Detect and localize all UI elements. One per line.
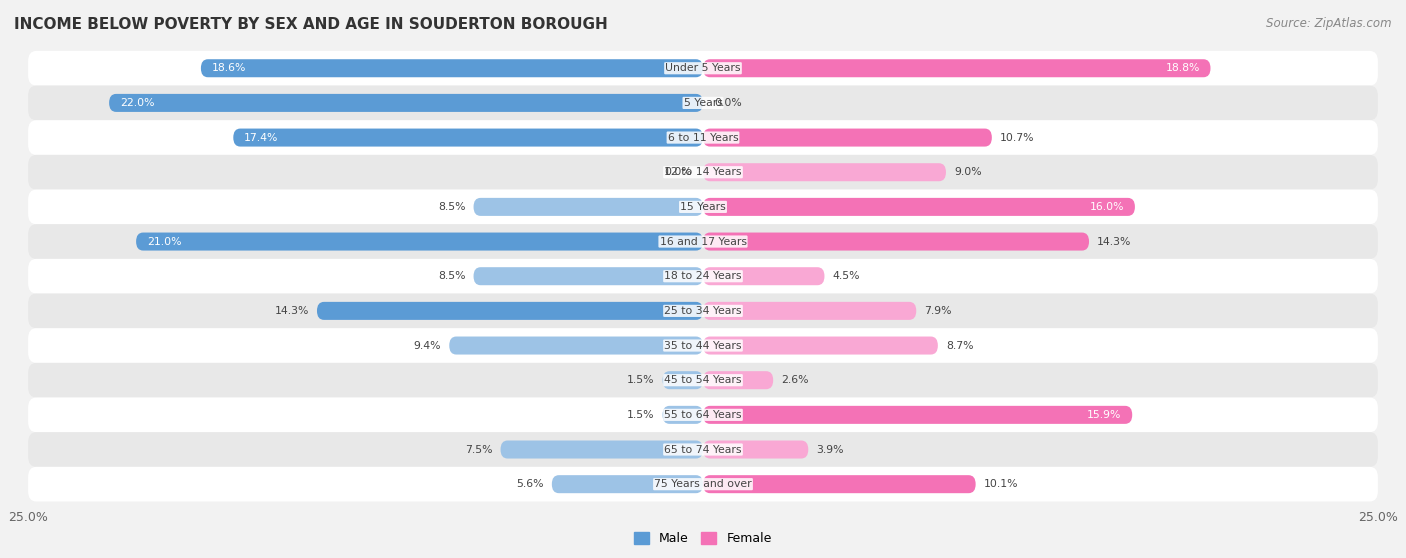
FancyBboxPatch shape bbox=[703, 406, 1132, 424]
FancyBboxPatch shape bbox=[703, 198, 1135, 216]
Text: 4.5%: 4.5% bbox=[832, 271, 860, 281]
Text: 0.0%: 0.0% bbox=[714, 98, 741, 108]
FancyBboxPatch shape bbox=[450, 336, 703, 354]
Text: 14.3%: 14.3% bbox=[1097, 237, 1132, 247]
Text: 15.9%: 15.9% bbox=[1087, 410, 1122, 420]
FancyBboxPatch shape bbox=[28, 85, 1378, 120]
FancyBboxPatch shape bbox=[703, 128, 991, 147]
FancyBboxPatch shape bbox=[201, 59, 703, 77]
Text: 25 to 34 Years: 25 to 34 Years bbox=[664, 306, 742, 316]
FancyBboxPatch shape bbox=[233, 128, 703, 147]
Text: 45 to 54 Years: 45 to 54 Years bbox=[664, 375, 742, 385]
FancyBboxPatch shape bbox=[703, 475, 976, 493]
FancyBboxPatch shape bbox=[28, 294, 1378, 328]
FancyBboxPatch shape bbox=[28, 397, 1378, 432]
FancyBboxPatch shape bbox=[662, 406, 703, 424]
FancyBboxPatch shape bbox=[703, 59, 1211, 77]
FancyBboxPatch shape bbox=[28, 155, 1378, 190]
Text: 75 Years and over: 75 Years and over bbox=[654, 479, 752, 489]
FancyBboxPatch shape bbox=[501, 440, 703, 459]
Text: 18.8%: 18.8% bbox=[1166, 63, 1199, 73]
FancyBboxPatch shape bbox=[28, 328, 1378, 363]
FancyBboxPatch shape bbox=[28, 120, 1378, 155]
FancyBboxPatch shape bbox=[136, 233, 703, 251]
FancyBboxPatch shape bbox=[703, 233, 1090, 251]
Text: 0.0%: 0.0% bbox=[665, 167, 692, 177]
Text: 9.0%: 9.0% bbox=[955, 167, 981, 177]
Text: Source: ZipAtlas.com: Source: ZipAtlas.com bbox=[1267, 17, 1392, 30]
Text: 5.6%: 5.6% bbox=[516, 479, 544, 489]
Text: 16 and 17 Years: 16 and 17 Years bbox=[659, 237, 747, 247]
Text: 65 to 74 Years: 65 to 74 Years bbox=[664, 445, 742, 455]
FancyBboxPatch shape bbox=[28, 224, 1378, 259]
FancyBboxPatch shape bbox=[316, 302, 703, 320]
Text: 18.6%: 18.6% bbox=[212, 63, 246, 73]
FancyBboxPatch shape bbox=[662, 371, 703, 389]
FancyBboxPatch shape bbox=[474, 267, 703, 285]
FancyBboxPatch shape bbox=[703, 336, 938, 354]
FancyBboxPatch shape bbox=[28, 51, 1378, 85]
FancyBboxPatch shape bbox=[28, 363, 1378, 397]
Text: 17.4%: 17.4% bbox=[245, 133, 278, 142]
Text: 22.0%: 22.0% bbox=[120, 98, 155, 108]
FancyBboxPatch shape bbox=[28, 259, 1378, 294]
Text: 7.5%: 7.5% bbox=[465, 445, 492, 455]
Text: 14.3%: 14.3% bbox=[274, 306, 309, 316]
Legend: Male, Female: Male, Female bbox=[630, 527, 776, 550]
Text: 16.0%: 16.0% bbox=[1090, 202, 1125, 212]
Text: 2.6%: 2.6% bbox=[782, 375, 808, 385]
Text: 3.9%: 3.9% bbox=[817, 445, 844, 455]
Text: 1.5%: 1.5% bbox=[627, 375, 654, 385]
Text: 5 Years: 5 Years bbox=[683, 98, 723, 108]
Text: INCOME BELOW POVERTY BY SEX AND AGE IN SOUDERTON BOROUGH: INCOME BELOW POVERTY BY SEX AND AGE IN S… bbox=[14, 17, 607, 32]
Text: 35 to 44 Years: 35 to 44 Years bbox=[664, 340, 742, 350]
Text: 10.1%: 10.1% bbox=[984, 479, 1018, 489]
Text: 15 Years: 15 Years bbox=[681, 202, 725, 212]
Text: 7.9%: 7.9% bbox=[924, 306, 952, 316]
Text: 8.5%: 8.5% bbox=[437, 271, 465, 281]
FancyBboxPatch shape bbox=[703, 267, 824, 285]
Text: 21.0%: 21.0% bbox=[146, 237, 181, 247]
FancyBboxPatch shape bbox=[28, 190, 1378, 224]
Text: 12 to 14 Years: 12 to 14 Years bbox=[664, 167, 742, 177]
Text: 8.7%: 8.7% bbox=[946, 340, 973, 350]
FancyBboxPatch shape bbox=[703, 371, 773, 389]
FancyBboxPatch shape bbox=[110, 94, 703, 112]
FancyBboxPatch shape bbox=[703, 302, 917, 320]
FancyBboxPatch shape bbox=[551, 475, 703, 493]
Text: 1.5%: 1.5% bbox=[627, 410, 654, 420]
FancyBboxPatch shape bbox=[28, 467, 1378, 502]
Text: 18 to 24 Years: 18 to 24 Years bbox=[664, 271, 742, 281]
Text: 9.4%: 9.4% bbox=[413, 340, 441, 350]
FancyBboxPatch shape bbox=[28, 432, 1378, 467]
Text: 6 to 11 Years: 6 to 11 Years bbox=[668, 133, 738, 142]
Text: 10.7%: 10.7% bbox=[1000, 133, 1035, 142]
FancyBboxPatch shape bbox=[474, 198, 703, 216]
Text: 8.5%: 8.5% bbox=[437, 202, 465, 212]
Text: 55 to 64 Years: 55 to 64 Years bbox=[664, 410, 742, 420]
Text: Under 5 Years: Under 5 Years bbox=[665, 63, 741, 73]
FancyBboxPatch shape bbox=[703, 440, 808, 459]
FancyBboxPatch shape bbox=[703, 163, 946, 181]
